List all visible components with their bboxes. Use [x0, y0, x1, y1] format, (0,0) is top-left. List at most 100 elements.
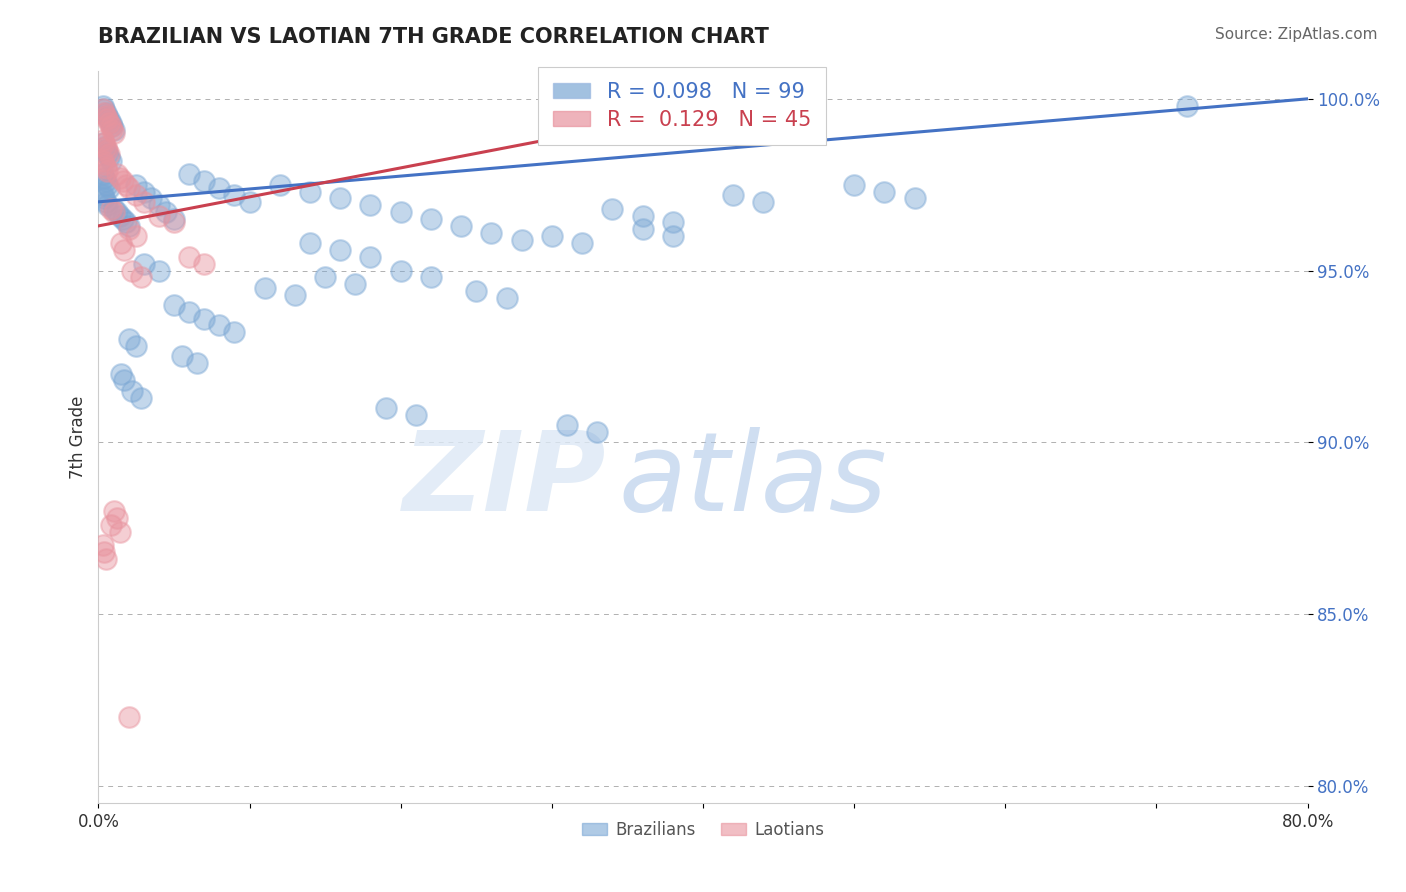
- Point: [450, 219, 472, 233]
- Point: [540, 229, 562, 244]
- Point: [100, 153, 122, 168]
- Point: [98, 116, 121, 130]
- Point: [100, 517, 122, 532]
- Point: [224, 326, 246, 340]
- Point: [94, 105, 117, 120]
- Point: [314, 270, 336, 285]
- Text: Source: ZipAtlas.com: Source: ZipAtlas.com: [1215, 27, 1378, 42]
- Point: [125, 339, 148, 353]
- Point: [193, 174, 215, 188]
- Point: [129, 270, 152, 285]
- Point: [299, 235, 322, 250]
- Point: [602, 202, 624, 216]
- Point: [155, 205, 177, 219]
- Point: [103, 122, 125, 136]
- Point: [96, 112, 118, 127]
- Point: [91, 98, 114, 112]
- Point: [103, 504, 125, 518]
- Point: [555, 418, 578, 433]
- Point: [193, 311, 215, 326]
- Point: [132, 194, 155, 209]
- Point: [96, 178, 118, 192]
- Point: [93, 136, 115, 151]
- Point: [91, 102, 114, 116]
- Point: [96, 198, 118, 212]
- Point: [96, 144, 118, 158]
- Point: [389, 205, 412, 219]
- Point: [100, 120, 122, 134]
- Point: [110, 235, 132, 250]
- Point: [329, 191, 352, 205]
- Point: [94, 161, 117, 175]
- Point: [1175, 98, 1198, 112]
- Point: [111, 174, 134, 188]
- Point: [661, 215, 683, 229]
- Point: [91, 136, 114, 151]
- Point: [121, 263, 143, 277]
- Point: [125, 229, 148, 244]
- Point: [93, 102, 115, 116]
- Point: [360, 198, 382, 212]
- Point: [253, 281, 276, 295]
- Text: BRAZILIAN VS LAOTIAN 7TH GRADE CORRELATION CHART: BRAZILIAN VS LAOTIAN 7TH GRADE CORRELATI…: [98, 27, 769, 46]
- Point: [114, 215, 136, 229]
- Point: [631, 222, 654, 236]
- Point: [148, 263, 170, 277]
- Point: [170, 350, 193, 364]
- Point: [93, 170, 115, 185]
- Point: [129, 391, 152, 405]
- Point: [405, 408, 427, 422]
- Point: [118, 332, 141, 346]
- Point: [163, 298, 186, 312]
- Point: [163, 212, 186, 227]
- Point: [103, 126, 125, 140]
- Text: atlas: atlas: [619, 427, 887, 534]
- Point: [108, 170, 131, 185]
- Point: [110, 367, 132, 381]
- Point: [112, 243, 135, 257]
- Point: [93, 105, 115, 120]
- Point: [98, 146, 121, 161]
- Point: [91, 188, 114, 202]
- Point: [571, 235, 593, 250]
- Point: [125, 188, 148, 202]
- Point: [98, 150, 121, 164]
- Point: [163, 215, 186, 229]
- Point: [101, 120, 124, 134]
- Point: [239, 194, 262, 209]
- Point: [193, 257, 215, 271]
- Point: [299, 185, 322, 199]
- Point: [661, 229, 683, 244]
- Point: [91, 167, 114, 181]
- Legend: Brazilians, Laotians: Brazilians, Laotians: [575, 814, 831, 846]
- Point: [465, 284, 488, 298]
- Point: [93, 157, 115, 171]
- Point: [91, 133, 114, 147]
- Point: [148, 198, 170, 212]
- Point: [111, 212, 134, 227]
- Point: [108, 524, 131, 539]
- Point: [101, 122, 124, 136]
- Point: [179, 304, 201, 318]
- Point: [94, 552, 117, 566]
- Point: [91, 153, 114, 168]
- Point: [344, 277, 367, 292]
- Point: [96, 164, 118, 178]
- Point: [105, 510, 128, 524]
- Point: [360, 250, 382, 264]
- Point: [118, 222, 141, 236]
- Point: [93, 140, 115, 154]
- Text: ZIP: ZIP: [402, 427, 606, 534]
- Point: [118, 219, 141, 233]
- Point: [208, 318, 231, 333]
- Point: [420, 212, 443, 227]
- Point: [179, 167, 201, 181]
- Point: [723, 188, 745, 202]
- Point: [586, 425, 609, 439]
- Point: [93, 545, 115, 559]
- Point: [118, 181, 141, 195]
- Point: [94, 109, 117, 123]
- Point: [374, 401, 396, 415]
- Point: [94, 144, 117, 158]
- Point: [114, 178, 136, 192]
